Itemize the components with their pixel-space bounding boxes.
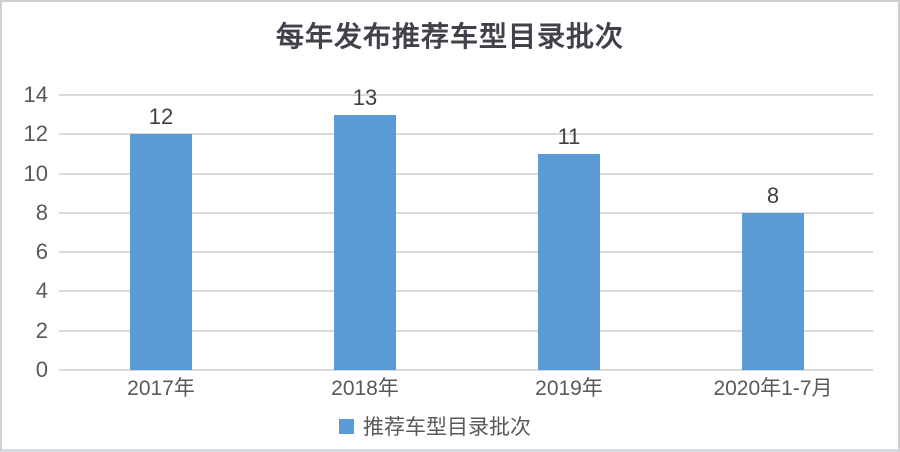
y-tick-label: 6 xyxy=(35,239,48,265)
gridline xyxy=(59,290,873,293)
bar-2020年1-7月 xyxy=(742,212,804,370)
y-tick-label: 12 xyxy=(23,121,48,147)
legend-label: 推荐车型目录批次 xyxy=(363,415,531,439)
gridline xyxy=(59,172,873,175)
gridline xyxy=(59,251,873,254)
y-tick-label: 8 xyxy=(35,199,48,225)
y-tick-label: 2 xyxy=(35,317,48,343)
x-axis-label: 2020年1-7月 xyxy=(713,377,833,400)
y-tick-label: 0 xyxy=(35,357,48,382)
x-axis-label: 2017年 xyxy=(127,377,195,400)
bar-2017年 xyxy=(130,134,192,370)
gridline xyxy=(59,329,873,332)
gridline xyxy=(59,211,873,214)
legend-swatch-icon xyxy=(339,418,354,434)
gridline xyxy=(59,133,873,136)
bar-value-label: 8 xyxy=(766,182,780,208)
y-tick-label: 14 xyxy=(23,82,48,107)
bar-value-label: 12 xyxy=(148,104,174,130)
gridline xyxy=(59,94,873,96)
bar-value-label: 11 xyxy=(557,123,581,149)
y-tick-label: 10 xyxy=(23,160,48,186)
bar-value-label: 13 xyxy=(352,84,378,110)
bar-2018年 xyxy=(334,114,396,370)
bar-2019年 xyxy=(538,153,600,370)
gridline xyxy=(59,369,873,371)
legend: 推荐车型目录批次 xyxy=(2,411,883,441)
x-axis-label: 2018年 xyxy=(331,377,399,400)
y-tick-label: 4 xyxy=(35,278,48,304)
chart-title: 每年发布推荐车型目录批次 xyxy=(275,22,624,53)
x-axis-label: 2019年 xyxy=(535,377,603,400)
